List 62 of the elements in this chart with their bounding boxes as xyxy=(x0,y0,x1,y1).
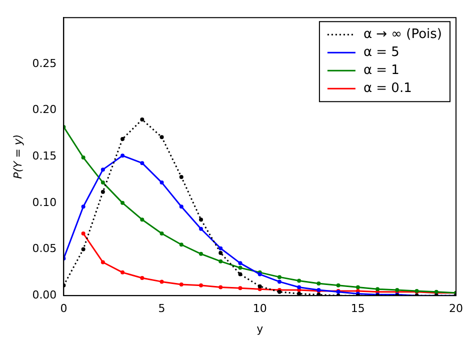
y-tick-label: 0.20 xyxy=(32,103,57,116)
y-tick-label: 0.00 xyxy=(32,288,57,302)
y-tick-label: 0.25 xyxy=(32,56,57,70)
point xyxy=(277,280,282,284)
point xyxy=(140,161,144,166)
point xyxy=(218,285,223,290)
point xyxy=(120,136,125,141)
point xyxy=(81,232,86,236)
y-tick-label: 0.15 xyxy=(32,149,57,162)
point xyxy=(81,204,86,209)
point xyxy=(140,118,144,122)
legend-label: α = 5 xyxy=(363,44,400,60)
y-tick-label: 0.10 xyxy=(32,196,57,209)
point xyxy=(120,200,125,205)
point xyxy=(179,282,184,286)
point xyxy=(100,260,105,264)
point xyxy=(179,174,184,179)
x-tick-label: 15 xyxy=(350,302,365,316)
point xyxy=(120,154,125,158)
point xyxy=(81,247,86,252)
point xyxy=(81,156,86,160)
point xyxy=(100,190,105,194)
point xyxy=(238,266,242,270)
point xyxy=(376,287,380,292)
y-tick-label: 0.05 xyxy=(32,242,57,256)
point xyxy=(160,180,164,185)
point xyxy=(100,168,105,172)
point xyxy=(199,218,203,222)
point xyxy=(316,282,321,286)
point xyxy=(179,204,184,209)
legend-label: α → ∞ (Pois) xyxy=(363,26,442,42)
point xyxy=(218,259,223,264)
point xyxy=(120,270,125,274)
point xyxy=(179,242,184,247)
x-tick-label: 0 xyxy=(60,302,68,316)
legend-label: α = 0.1 xyxy=(363,80,412,96)
point xyxy=(238,261,242,266)
point xyxy=(277,275,282,280)
point xyxy=(100,180,105,185)
legend-label: α = 1 xyxy=(363,62,400,78)
point xyxy=(160,135,164,140)
point xyxy=(140,218,144,222)
x-tick-label: 20 xyxy=(449,302,463,316)
point xyxy=(356,285,360,290)
x-tick-label: 5 xyxy=(158,302,166,316)
point xyxy=(336,283,340,288)
x-axis-title: y xyxy=(256,322,264,336)
point xyxy=(258,284,262,288)
point xyxy=(199,252,203,256)
point xyxy=(160,280,164,284)
point xyxy=(297,285,302,290)
point xyxy=(160,232,164,236)
y-axis-title: P(Y = y) xyxy=(11,134,24,179)
point xyxy=(218,246,223,250)
point xyxy=(297,278,302,283)
point xyxy=(218,250,223,255)
point xyxy=(140,276,144,280)
point xyxy=(199,283,203,288)
point xyxy=(238,272,242,276)
x-tick-label: 10 xyxy=(252,302,267,316)
point xyxy=(199,226,203,231)
point xyxy=(238,286,242,290)
